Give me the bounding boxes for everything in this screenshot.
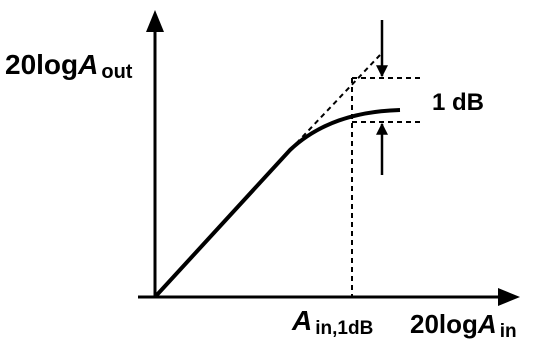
gap-label: 1 dB — [432, 89, 484, 116]
ideal-gain-dashed-line — [289, 54, 381, 151]
y-axis-arrowhead — [146, 10, 164, 32]
x-axis-label: 20logA in — [410, 309, 517, 341]
x-axis-arrowhead — [498, 288, 520, 306]
y-axis-label: 20logA out — [5, 49, 133, 83]
compression-curve — [153, 108, 401, 299]
